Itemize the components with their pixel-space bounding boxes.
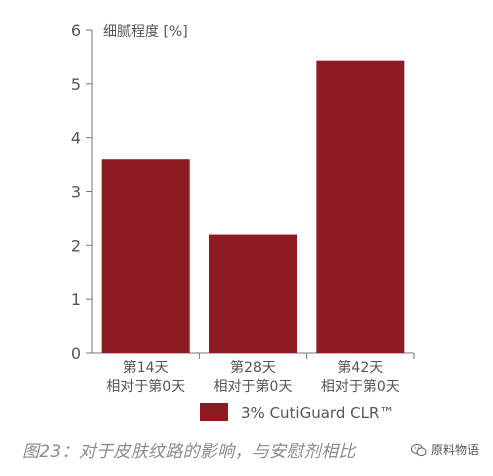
y-tick-label: 3 bbox=[71, 183, 81, 202]
x-tick-label: 相对于第0天 bbox=[321, 378, 400, 395]
bar bbox=[101, 159, 190, 353]
watermark-text: 原料物语 bbox=[430, 443, 479, 457]
y-tick-label: 6 bbox=[71, 21, 81, 40]
bar bbox=[209, 234, 297, 353]
bar bbox=[316, 60, 405, 354]
legend-label: 3% CutiGuard CLR™ bbox=[241, 404, 394, 422]
legend-swatch bbox=[200, 403, 228, 421]
x-tick-label: 相对于第0天 bbox=[214, 378, 293, 395]
y-tick-label: 4 bbox=[71, 129, 81, 148]
y-tick-label: 1 bbox=[71, 290, 81, 309]
watermark: 原料物语 bbox=[410, 441, 479, 458]
x-tick-label: 第14天 bbox=[123, 359, 169, 376]
y-tick-label: 0 bbox=[71, 344, 81, 363]
y-tick-label: 2 bbox=[71, 236, 81, 255]
wechat-icon bbox=[410, 443, 427, 456]
y-tick-label: 5 bbox=[71, 75, 81, 94]
x-tick-label: 相对于第0天 bbox=[106, 378, 185, 395]
x-tick-label: 第28天 bbox=[230, 359, 276, 376]
figure-caption: 图23：对于皮肤纹路的影响，与安慰剂相比 bbox=[22, 442, 356, 462]
y-axis-label: 细腻程度 [%] bbox=[103, 24, 188, 40]
x-tick-label: 第42天 bbox=[337, 359, 383, 376]
